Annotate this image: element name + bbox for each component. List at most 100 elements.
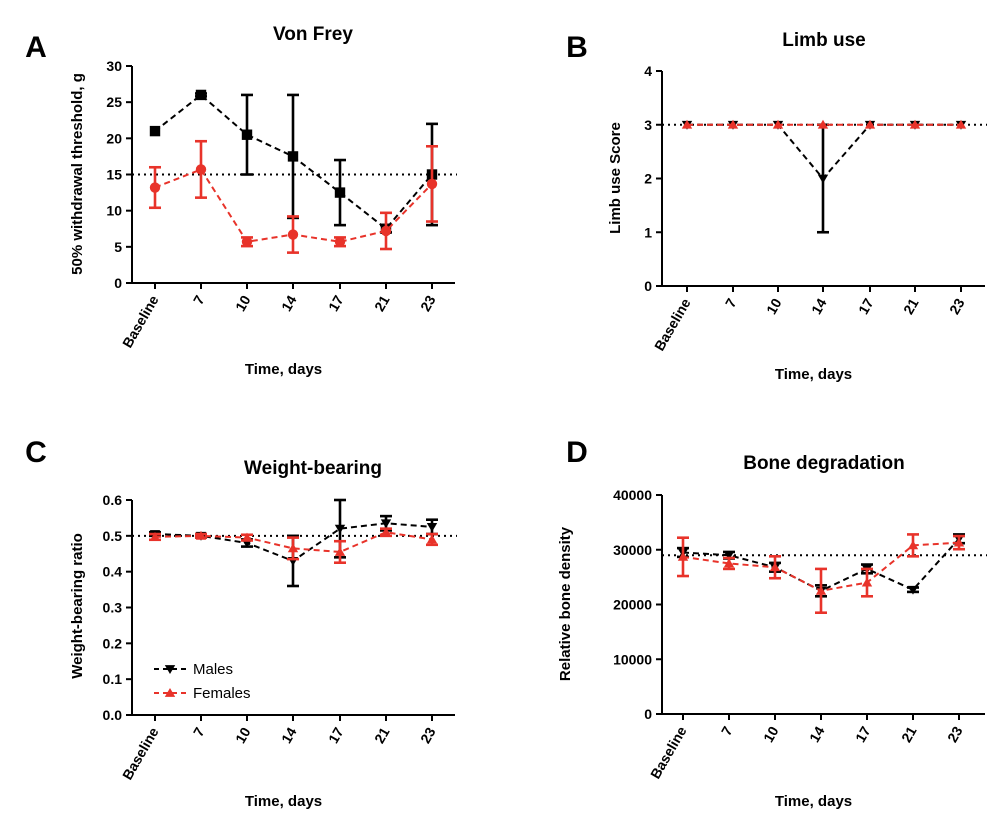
data-point: [195, 530, 207, 540]
data-point: [426, 522, 438, 532]
y-tick-label: 1: [644, 224, 652, 240]
data-point: [380, 225, 392, 237]
y-tick-label: 0.3: [103, 600, 123, 616]
x-tick-label: 21: [371, 724, 393, 746]
y-tick-label: 20000: [613, 597, 652, 613]
x-tick-label: 17: [325, 724, 347, 746]
y-tick-label: 5: [114, 239, 122, 255]
x-tick-label: Baseline: [651, 295, 694, 353]
legend-marker: [164, 665, 176, 674]
x-tick-label: 21: [900, 295, 922, 317]
y-tick-label: 40000: [613, 487, 652, 503]
data-point: [287, 543, 299, 553]
x-tick-label: 7: [722, 295, 740, 310]
x-tick-label: 21: [898, 723, 920, 745]
series-females: [149, 527, 438, 565]
data-point: [817, 174, 829, 184]
x-tick-label: Baseline: [119, 724, 162, 782]
y-tick-label: 0: [644, 706, 652, 722]
series-females: [149, 139, 438, 254]
y-tick-label: 3: [644, 117, 652, 133]
x-tick-label: 17: [855, 295, 877, 317]
legend-marker: [164, 688, 176, 697]
y-tick-label: 15: [106, 167, 122, 183]
chart-panel-a: A Von Frey 0 5 10 15 20 25 30 Baseline 7 10 14 17 21 23…: [25, 24, 457, 378]
data-point: [955, 119, 967, 129]
data-point: [681, 119, 693, 129]
y-tick-label: 30000: [613, 542, 652, 558]
data-point: [334, 547, 346, 556]
data-point: [195, 164, 207, 175]
data-point: [241, 129, 253, 140]
data-point: [334, 187, 346, 198]
y-tick-label: 20: [106, 130, 122, 146]
data-point: [426, 178, 438, 190]
data-point: [909, 119, 921, 129]
x-tick-label: 14: [808, 295, 830, 317]
data-point: [287, 151, 299, 162]
data-point: [772, 119, 784, 129]
x-tick-label: 14: [278, 724, 300, 746]
x-tick-label: 14: [278, 292, 300, 314]
x-tick-label: 7: [190, 292, 208, 307]
chart-panel-d: D Bone degradation 0 10000 20000 30000 40000 Ba…: [557, 436, 987, 810]
data-point: [953, 537, 965, 547]
x-tick-label: 7: [190, 724, 208, 739]
x-axis-title: Time, days: [245, 793, 322, 810]
panel-letter: D: [566, 436, 588, 469]
data-point: [861, 577, 873, 587]
y-tick-label: 0.2: [103, 635, 123, 651]
data-point: [334, 236, 346, 247]
y-tick-label: 2: [644, 171, 652, 187]
y-tick-label: 0.1: [103, 671, 123, 687]
chart-title: Weight-bearing: [244, 458, 382, 479]
series-males: [149, 89, 438, 234]
data-point: [287, 229, 299, 240]
legend-label: Males: [193, 661, 233, 678]
y-tick-label: 4: [644, 63, 652, 79]
data-point: [149, 125, 161, 137]
data-point: [241, 236, 253, 247]
x-tick-label: Baseline: [119, 292, 162, 350]
x-tick-label: 10: [232, 292, 254, 314]
chart-title: Von Frey: [273, 24, 353, 45]
data-point: [817, 119, 829, 129]
y-axis-title: Relative bone density: [557, 526, 574, 681]
data-point: [723, 558, 735, 568]
data-point: [195, 89, 207, 101]
y-tick-label: 10000: [613, 651, 652, 667]
data-point: [380, 519, 392, 529]
data-point: [769, 562, 781, 572]
y-axis-title: Limb use Score: [607, 122, 624, 234]
data-point: [815, 585, 827, 595]
x-tick-label: 21: [371, 292, 393, 314]
data-point: [334, 524, 346, 534]
y-axis-title: Weight-bearing ratio: [69, 533, 86, 679]
x-axis-title: Time, days: [775, 793, 852, 810]
legend: Males Females: [154, 661, 251, 702]
panel-letter: C: [25, 436, 47, 469]
x-axis-title: Time, days: [245, 361, 322, 378]
x-axis-title: Time, days: [775, 366, 852, 383]
y-tick-label: 0.0: [103, 707, 123, 723]
data-point: [426, 534, 438, 544]
data-point: [907, 585, 919, 595]
y-tick-label: 30: [106, 58, 122, 74]
x-tick-label: 23: [417, 292, 439, 314]
x-tick-label: 14: [806, 723, 828, 745]
y-tick-label: 0.6: [103, 492, 123, 508]
data-point: [727, 119, 739, 129]
y-tick-label: 0.4: [103, 564, 123, 580]
x-tick-label: Baseline: [647, 723, 690, 781]
panel-letter: B: [566, 31, 588, 64]
series-males: [681, 120, 967, 234]
data-point: [149, 531, 161, 541]
x-tick-label: 17: [325, 292, 347, 314]
x-tick-label: 10: [760, 723, 782, 745]
data-point: [864, 119, 876, 129]
data-point: [241, 532, 253, 542]
x-tick-label: 17: [852, 723, 874, 745]
legend-label: Females: [193, 685, 251, 702]
